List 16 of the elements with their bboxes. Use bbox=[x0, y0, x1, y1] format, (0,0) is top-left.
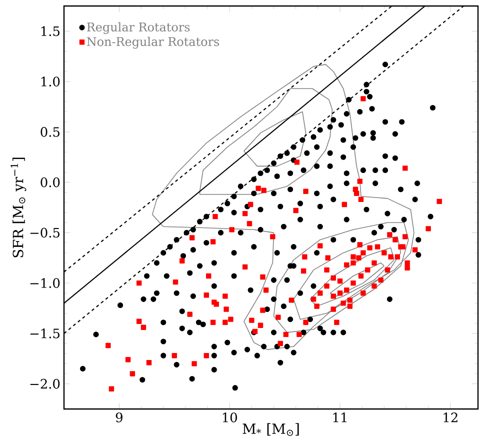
y-tick-label: 0.0 bbox=[40, 177, 60, 188]
y-tick-label: 1.5 bbox=[41, 26, 60, 36]
x-tick-label: 10 bbox=[222, 412, 237, 422]
x-tick-label: 11 bbox=[333, 412, 346, 422]
legend-label: Regular Rotators bbox=[87, 22, 190, 34]
y-tick-label: 1.0 bbox=[41, 76, 60, 86]
y-tick-label: −0.5 bbox=[30, 228, 60, 238]
y-tick-label: −1.0 bbox=[30, 278, 60, 288]
x-axis-title: M$_{*}$ [M$_{⊙}$] bbox=[242, 423, 299, 436]
x-tick-label: 9 bbox=[116, 412, 122, 422]
y-axis-title: SFR [M$_{⊙}$ yr$^{−1}$] bbox=[10, 158, 26, 258]
y-tick-label: −2.0 bbox=[30, 378, 60, 389]
x-tick-label: 12 bbox=[444, 412, 458, 422]
legend-label: Non-Regular Rotators bbox=[86, 36, 220, 49]
y-tick-label: 0.5 bbox=[40, 127, 60, 137]
y-tick-label: −1.5 bbox=[30, 328, 60, 338]
